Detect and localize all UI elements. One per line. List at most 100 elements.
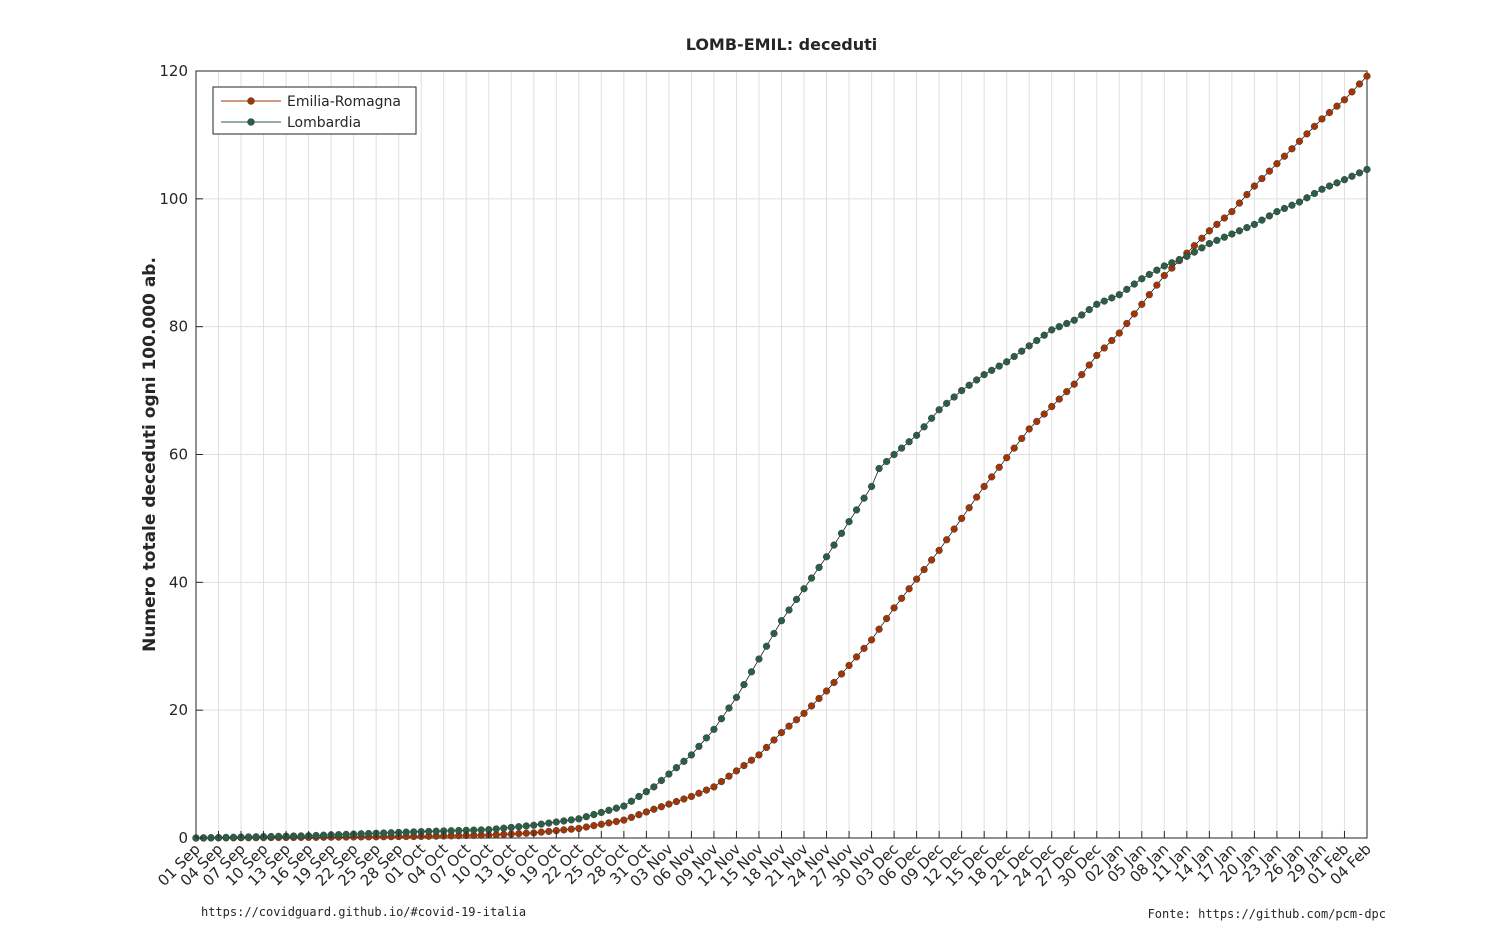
- data-point: [852, 506, 861, 514]
- data-point: [312, 831, 320, 840]
- data-point: [725, 704, 733, 712]
- data-point: [1055, 395, 1063, 403]
- data-point: [1085, 361, 1093, 369]
- data-point: [702, 734, 711, 742]
- data-point: [920, 423, 928, 431]
- y-tick-label: 20: [169, 701, 188, 719]
- data-point: [1085, 306, 1093, 314]
- data-point: [882, 457, 891, 466]
- data-point: [1145, 270, 1153, 279]
- data-point: [1288, 145, 1296, 153]
- data-point: [950, 525, 958, 533]
- data-point: [958, 386, 966, 395]
- data-point: [1093, 351, 1101, 360]
- data-point: [1040, 331, 1048, 339]
- data-point: [1280, 204, 1289, 213]
- data-point: [1355, 169, 1364, 177]
- data-point: [1003, 358, 1011, 366]
- data-point: [1108, 294, 1116, 302]
- data-point: [695, 789, 703, 797]
- data-point: [1228, 230, 1236, 238]
- data-point: [1333, 102, 1341, 110]
- data-point: [567, 816, 575, 824]
- data-point: [1333, 179, 1341, 187]
- data-point: [612, 804, 620, 812]
- data-point: [965, 504, 973, 512]
- data-point: [1235, 199, 1243, 207]
- data-point: [890, 604, 898, 612]
- data-point: [537, 820, 545, 828]
- data-point: [1198, 234, 1206, 242]
- data-point: [1295, 198, 1304, 206]
- data-point: [928, 556, 936, 564]
- data-point: [1220, 214, 1228, 222]
- data-point: [988, 366, 996, 374]
- data-point: [1325, 108, 1334, 117]
- data-point: [590, 810, 598, 819]
- data-point: [665, 770, 673, 778]
- data-point: [860, 644, 868, 652]
- data-point: [1318, 115, 1326, 123]
- data-point: [980, 482, 988, 491]
- data-point: [792, 716, 801, 724]
- y-axis-label: Numero totale deceduti ogni 100.000 ab.: [140, 257, 160, 652]
- data-point: [882, 614, 891, 623]
- data-point: [1018, 434, 1026, 443]
- data-point: [687, 792, 696, 801]
- data-point: [635, 811, 643, 819]
- data-point: [627, 813, 635, 821]
- data-point: [1198, 244, 1206, 252]
- data-point: [897, 594, 906, 602]
- data-point: [680, 757, 688, 765]
- data-point: [357, 830, 365, 838]
- data-point: [710, 783, 718, 791]
- data-point: [289, 832, 298, 840]
- data-point: [1325, 182, 1334, 190]
- data-point: [1243, 224, 1251, 232]
- footer-source: Fonte: https://github.com/pcm-dpc: [1148, 907, 1386, 921]
- data-point: [830, 678, 838, 687]
- data-point: [635, 792, 643, 801]
- legend-label-emilia-romagna: Emilia-Romagna: [287, 94, 401, 110]
- y-tick-label: 120: [159, 62, 188, 80]
- data-point: [1348, 88, 1356, 96]
- data-point: [1190, 248, 1198, 256]
- data-point: [1078, 311, 1086, 319]
- data-point: [1093, 300, 1101, 308]
- y-tick-label: 40: [169, 573, 188, 591]
- data-point: [1033, 417, 1041, 426]
- data-point: [1025, 425, 1033, 433]
- data-point: [973, 493, 981, 501]
- legend-marker-lombardia: [247, 118, 255, 126]
- data-point: [717, 777, 726, 786]
- data-point: [522, 822, 530, 830]
- data-point: [552, 818, 560, 826]
- data-point: [1115, 291, 1123, 299]
- data-point: [845, 518, 853, 526]
- data-point: [492, 825, 500, 833]
- data-point: [402, 828, 410, 836]
- data-point: [267, 832, 275, 841]
- data-point: [1310, 122, 1319, 130]
- data-point: [1363, 72, 1371, 80]
- data-point: [605, 806, 613, 814]
- data-point: [515, 823, 523, 831]
- data-point: [1205, 227, 1213, 235]
- data-point: [695, 742, 703, 750]
- data-point: [1003, 454, 1011, 462]
- data-point: [447, 827, 455, 835]
- data-point: [762, 642, 771, 650]
- data-point: [755, 751, 763, 759]
- data-point: [1250, 182, 1259, 190]
- data-point: [515, 830, 523, 838]
- data-point: [672, 797, 681, 806]
- data-point: [650, 783, 658, 791]
- data-point: [815, 694, 823, 703]
- data-point: [1063, 319, 1071, 328]
- data-point: [687, 751, 696, 759]
- data-point: [815, 563, 823, 572]
- data-point: [1318, 185, 1326, 193]
- data-point: [1303, 194, 1311, 202]
- data-point: [642, 788, 650, 796]
